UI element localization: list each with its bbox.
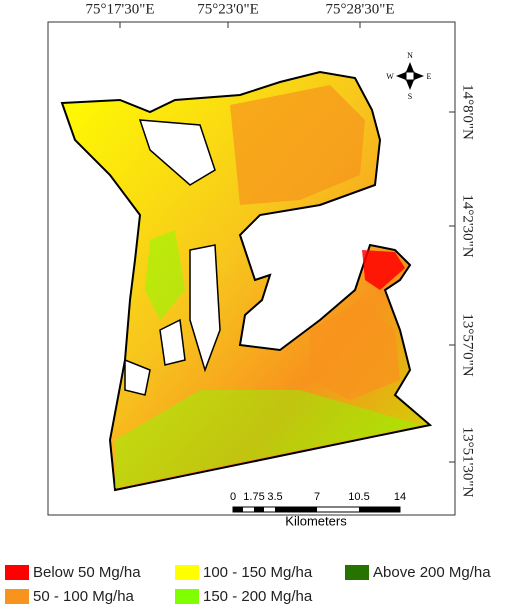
scale-label: 1.75 [243,491,264,503]
scale-seg [359,507,400,512]
patch [145,230,185,320]
legend-label: Below 50 Mg/ha [33,564,141,581]
legend-swatch [345,565,369,580]
latitude-label: 14°8'0"N [460,84,476,140]
hole [124,358,151,396]
compass-center [405,71,415,81]
scale-seg [254,507,264,512]
legend-swatch [5,565,29,580]
patch [362,250,405,290]
study-area [60,70,433,492]
scale-seg [233,507,243,512]
patch [230,85,365,205]
compass-letter: S [408,92,412,101]
scale-bar [232,506,401,513]
legend-swatch [5,589,29,604]
scale-label: 0 [230,491,236,503]
scale-seg [275,507,317,512]
legend-label: Above 200 Mg/ha [373,564,491,581]
latitude-label: 13°57'0"N [460,313,476,376]
longitude-label: 75°23'0"E [197,1,259,17]
scale-label: 14 [394,491,406,503]
scale-label: 3.5 [267,491,282,503]
compass-letter: E [427,72,432,81]
compass [396,62,424,90]
compass-letter: N [407,51,413,60]
patch [115,390,420,488]
latitude-label: 14°2'30"N [460,194,476,257]
scale-label: 7 [314,491,320,503]
latitude-label: 13°51'30"N [460,427,476,498]
scale-label: 10.5 [348,491,369,503]
legend-label: 100 - 150 Mg/ha [203,564,313,581]
hole [159,318,186,366]
legend-label: 50 - 100 Mg/ha [33,588,135,605]
longitude-label: 75°17'30"E [86,1,155,17]
compass-letter: W [386,72,394,81]
hole [189,244,221,373]
hole [138,119,216,186]
longitude-label: 75°28'30"E [326,1,395,17]
legend-label: 150 - 200 Mg/ha [203,588,313,605]
legend-swatch [175,565,199,580]
scale-unit: Kilometers [285,513,347,528]
legend-swatch [175,589,199,604]
patch [310,300,400,400]
